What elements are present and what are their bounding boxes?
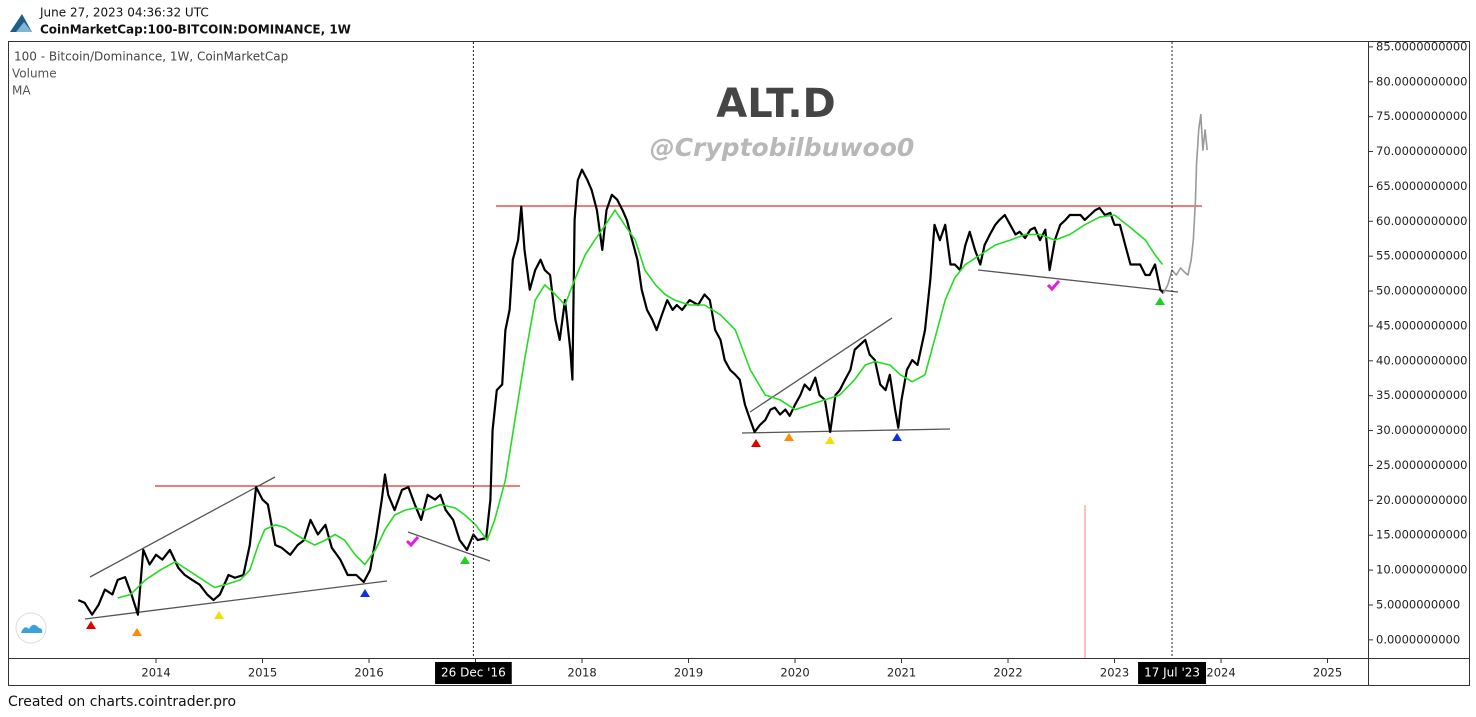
triangle xyxy=(825,436,835,444)
x-tick-label: 2018 xyxy=(567,666,596,680)
legend-ma: MA xyxy=(12,84,31,98)
x-tick-label: 2021 xyxy=(887,666,916,680)
x-tick-label: 2015 xyxy=(248,666,277,680)
x-tick-label: 2019 xyxy=(674,666,703,680)
y-tick-label: 70.0000000000 xyxy=(1376,144,1467,158)
y-tick-label: 75.0000000000 xyxy=(1376,109,1467,123)
x-tick-label: 2025 xyxy=(1313,666,1342,680)
series-line xyxy=(1162,113,1208,294)
trend-line xyxy=(89,476,276,578)
chart-frame xyxy=(8,41,1470,686)
y-tick-label: 50.0000000000 xyxy=(1376,284,1467,298)
x-tick-label: 2024 xyxy=(1206,666,1235,680)
y-tick-label: 25.0000000000 xyxy=(1376,458,1467,472)
legend-main: 100 - Bitcoin/Dominance, 1W, CoinMarketC… xyxy=(14,50,288,64)
triangle xyxy=(86,621,96,629)
trend-line xyxy=(84,580,388,620)
triangle xyxy=(214,611,224,619)
triangle xyxy=(132,628,142,636)
y-tick-label: 5.0000000000 xyxy=(1376,597,1460,611)
x-tick-label: 2016 xyxy=(354,666,383,680)
annotations xyxy=(84,205,1202,658)
trend-line xyxy=(407,531,491,562)
y-tick-label: 85.0000000000 xyxy=(1376,39,1467,53)
crosshair-label-text: 17 Jul '23 xyxy=(1144,666,1200,680)
y-tick-label: 80.0000000000 xyxy=(1376,74,1467,88)
crosshair-label: 26 Dec '16 xyxy=(435,662,512,684)
footer: Created on charts.cointrader.pro xyxy=(8,694,237,710)
app-icon xyxy=(15,612,47,644)
y-tick-label: 55.0000000000 xyxy=(1376,249,1467,263)
trend-line xyxy=(749,317,893,413)
crosshair-label-bg xyxy=(1138,662,1207,684)
signal-markers xyxy=(86,280,1165,636)
check-mark xyxy=(1046,280,1061,292)
crosshair-label-bg xyxy=(435,662,512,684)
triangle xyxy=(751,439,761,447)
triangle xyxy=(360,589,370,597)
triangle xyxy=(892,433,902,441)
y-tick-label: 30.0000000000 xyxy=(1376,423,1467,437)
timestamp: June 27, 2023 04:36:32 UTC xyxy=(39,6,209,20)
x-tick-label: 2023 xyxy=(1100,666,1129,680)
legend-volume: Volume xyxy=(12,67,57,81)
symbol: CoinMarketCap:100-BITCOIN:DOMINANCE, 1W xyxy=(40,23,351,37)
series-line xyxy=(117,209,1164,599)
chart-title: ALT.D xyxy=(716,81,835,127)
triangle xyxy=(784,433,794,441)
y-tick-label: 45.0000000000 xyxy=(1376,318,1467,332)
y-tick-label: 10.0000000000 xyxy=(1376,563,1467,577)
logo xyxy=(8,10,32,34)
series-line xyxy=(77,168,1165,616)
crosshair-label-text: 26 Dec '16 xyxy=(441,666,506,680)
y-tick-label: 35.0000000000 xyxy=(1376,388,1467,402)
check-mark xyxy=(405,536,420,548)
crosshair-label: 17 Jul '23 xyxy=(1138,662,1207,684)
x-tick-label: 2014 xyxy=(141,666,170,680)
y-tick-label: 40.0000000000 xyxy=(1376,353,1467,367)
triangle xyxy=(1155,297,1165,305)
triangle xyxy=(460,556,470,564)
trend-line xyxy=(977,269,1179,293)
x-tick-label: 2020 xyxy=(780,666,809,680)
y-tick-label: 20.0000000000 xyxy=(1376,493,1467,507)
chart-subtitle: @Cryptobilbuwoo0 xyxy=(650,133,915,162)
trend-line xyxy=(741,428,951,434)
y-tick-label: 60.0000000000 xyxy=(1376,214,1467,228)
y-tick-label: 0.0000000000 xyxy=(1376,632,1460,646)
y-tick-label: 15.0000000000 xyxy=(1376,528,1467,542)
y-tick-label: 65.0000000000 xyxy=(1376,179,1467,193)
x-tick-label: 2022 xyxy=(993,666,1022,680)
